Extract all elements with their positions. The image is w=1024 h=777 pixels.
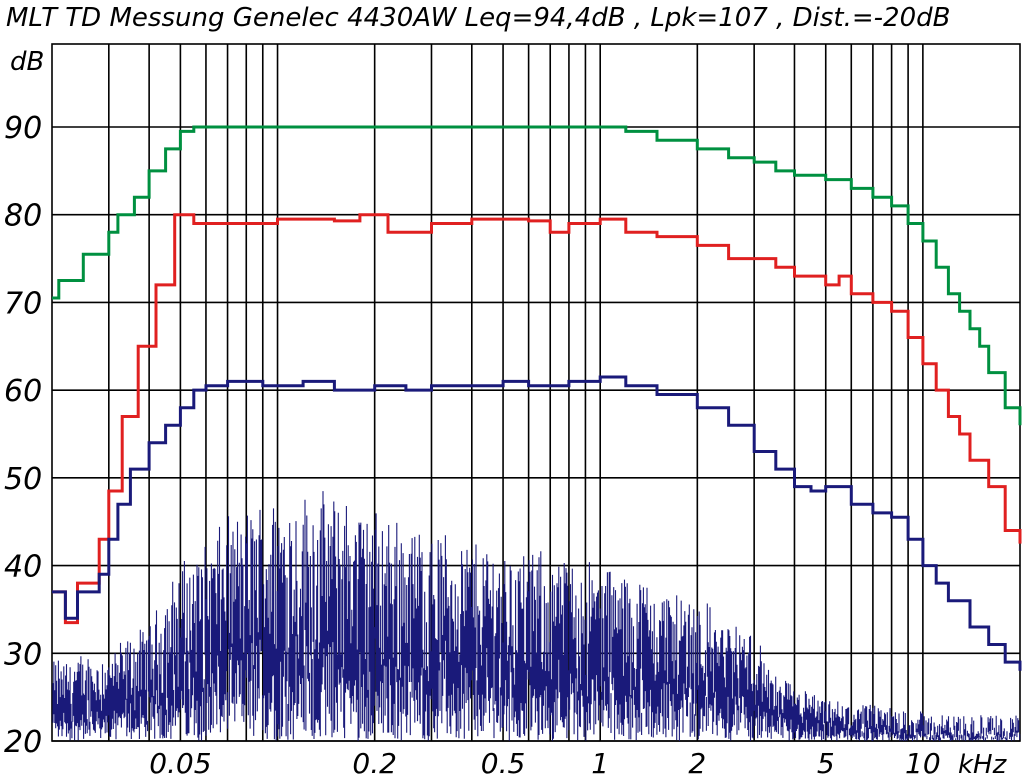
x-axis-unit-label: kHz (958, 750, 1008, 777)
series-line-3 (52, 375, 1022, 671)
x-tick-label: 5 (817, 747, 835, 777)
y-tick-label: 60 (4, 374, 42, 409)
y-tick-label: 30 (4, 637, 42, 672)
x-tick-label: 1 (591, 747, 609, 777)
y-tick-label: 90 (4, 111, 42, 146)
y-axis-label: dB (10, 47, 44, 77)
x-tick-labels: 0.05 0.2 0.5 1 2 5 10 (149, 747, 940, 777)
x-tick-label: 10 (905, 747, 941, 777)
y-tick-label: 70 (4, 286, 42, 321)
series-line-2 (52, 213, 1022, 625)
y-tick-label: 80 (4, 199, 42, 234)
spectrum-plot (52, 491, 1021, 741)
chart-title: MLT TD Messung Genelec 4430AW Leq=94,4dB… (6, 3, 950, 33)
x-tick-label: 2 (688, 747, 706, 777)
y-tick-label: 50 (4, 462, 42, 497)
y-tick-label: 20 (4, 725, 42, 760)
x-tick-label: 0.05 (149, 747, 211, 777)
series-line-1 (52, 125, 1022, 426)
x-tick-label: 0.5 (481, 747, 526, 777)
series-lines (52, 125, 1022, 671)
spectrum-trace (52, 491, 1021, 741)
plot-frame (51, 43, 1021, 742)
y-tick-label: 40 (4, 550, 42, 585)
x-tick-label: 0.2 (352, 747, 397, 777)
y-tick-labels: 20 30 40 50 60 70 80 90 (4, 111, 42, 760)
